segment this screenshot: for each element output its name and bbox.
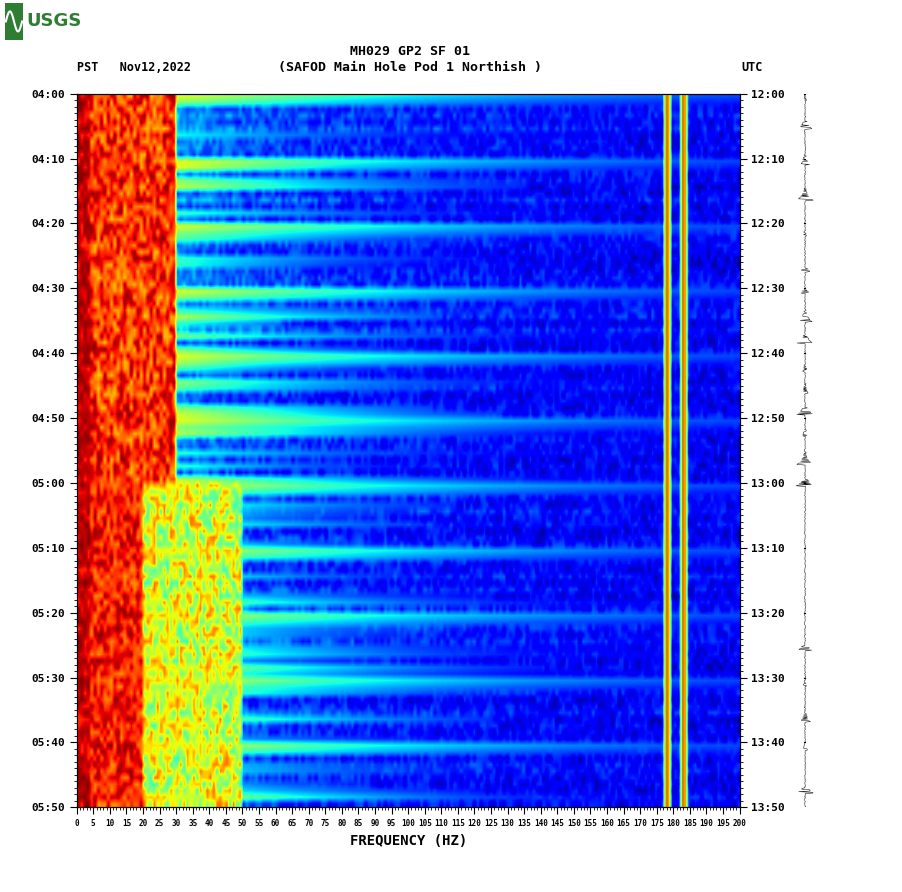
Text: UTC: UTC xyxy=(741,62,763,74)
Text: MH029 GP2 SF 01: MH029 GP2 SF 01 xyxy=(350,45,471,58)
Text: USGS: USGS xyxy=(26,12,81,30)
Text: PST   Nov12,2022: PST Nov12,2022 xyxy=(77,62,190,74)
X-axis label: FREQUENCY (HZ): FREQUENCY (HZ) xyxy=(350,834,466,847)
Text: (SAFOD Main Hole Pod 1 Northish ): (SAFOD Main Hole Pod 1 Northish ) xyxy=(279,62,542,74)
Bar xyxy=(5,3,23,40)
